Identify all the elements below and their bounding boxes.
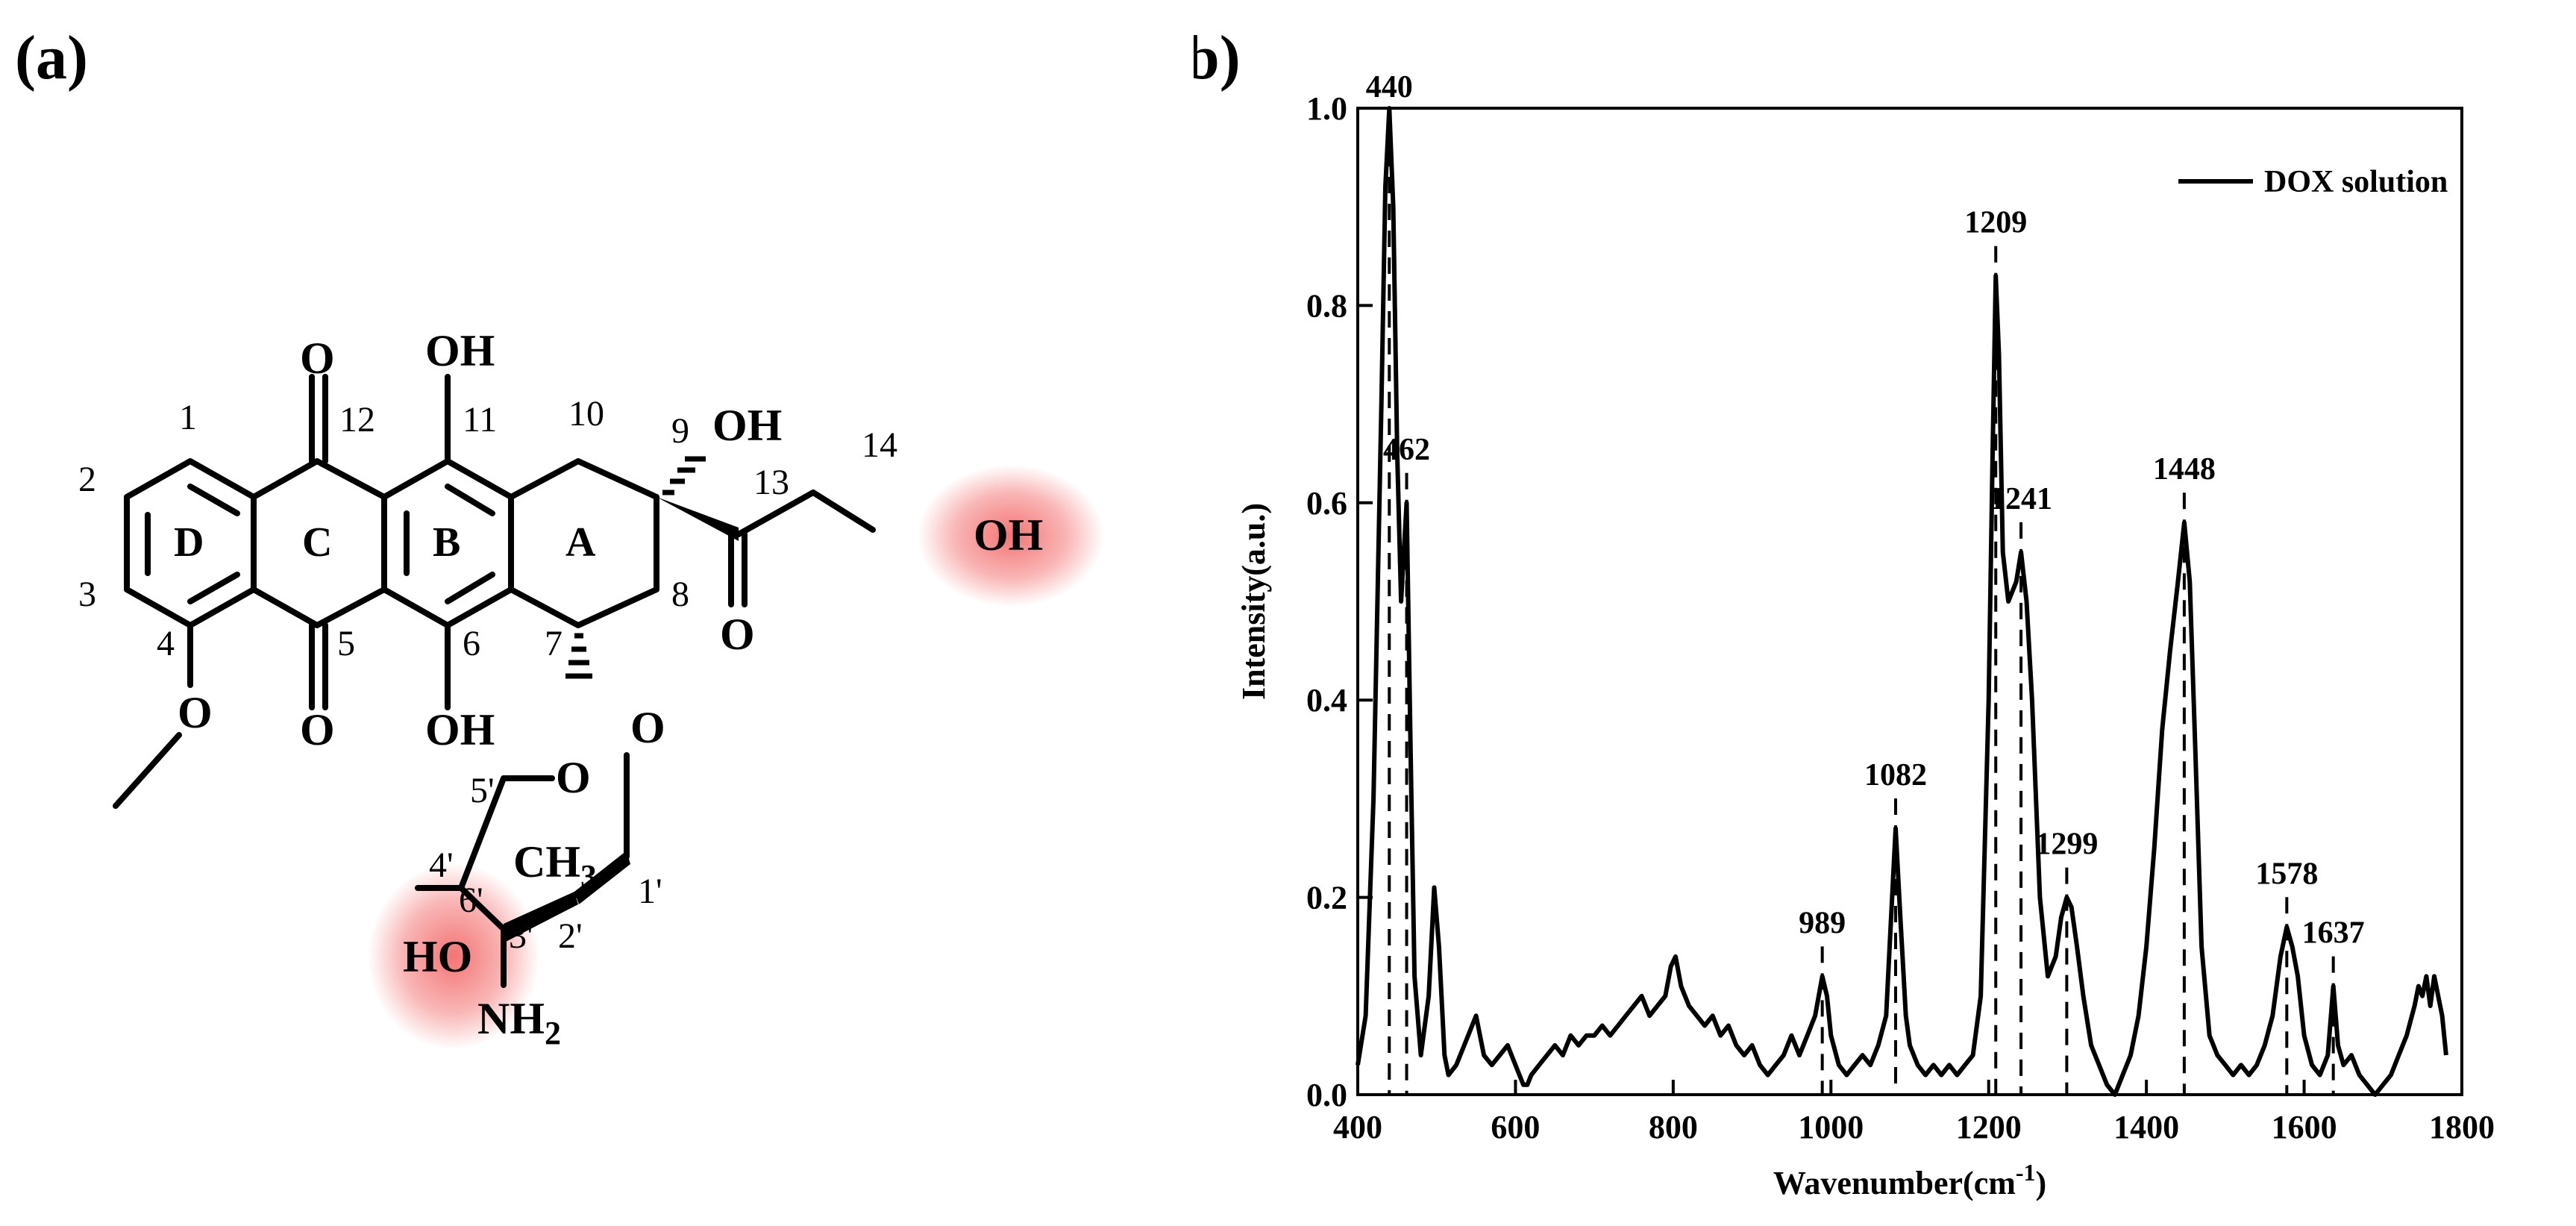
atom-ch3: CH3 <box>513 837 597 895</box>
atom-ho-c4p: HO <box>403 932 472 981</box>
y-tick-label-0.4: 0.4 <box>1306 682 1347 719</box>
num-11: 11 <box>463 400 497 440</box>
num-4: 4 <box>157 624 175 663</box>
y-tick-label-0.2: 0.2 <box>1306 880 1347 916</box>
raman-spectrum-chart: (b) 440 462 989 1082 1209 1241 1299 1448 1578 163… <box>1164 23 2495 1201</box>
x-tick-label-800: 800 <box>1649 1109 1698 1145</box>
peak-label-1637: 1637 <box>2302 916 2365 951</box>
num-3-prime: 3' <box>509 916 533 956</box>
panel-a-label: (a) <box>15 23 88 93</box>
x-axis-ticks: 400 600 800 1000 1200 1400 1600 1800 <box>1333 1080 2495 1145</box>
x-tick-label-1000: 1000 <box>1798 1109 1864 1145</box>
num-5-prime: 5' <box>470 771 495 810</box>
structure-panel: (a) <box>0 0 1223 1222</box>
peak-label-1209: 1209 <box>1964 206 2027 240</box>
x-tick-label-1600: 1600 <box>2272 1109 2337 1145</box>
legend: DOX solution <box>2178 165 2448 199</box>
doxorubicin-structure: (a) <box>15 23 1104 1051</box>
atom-o-methoxy: O <box>178 688 213 737</box>
atom-oh-c9: OH <box>712 401 782 450</box>
x-tick-label-1800: 1800 <box>2429 1109 2495 1145</box>
atom-o-c13: O <box>720 610 755 659</box>
num-5: 5 <box>337 624 355 663</box>
wedge-c3p-c2p <box>504 892 578 942</box>
atom-o-c5: O <box>300 705 335 754</box>
peak-label-1241: 1241 <box>1990 482 2052 516</box>
peak-label-1448: 1448 <box>2153 452 2216 487</box>
num-14: 14 <box>862 425 897 465</box>
ring-label-c: C <box>302 519 332 566</box>
y-tick-label-0.6: 0.6 <box>1306 485 1347 522</box>
y-tick-label-0.8: 0.8 <box>1306 287 1347 324</box>
num-9: 9 <box>671 411 689 451</box>
y-tick-label-1.0: 1.0 <box>1306 90 1347 127</box>
num-4-prime: 4' <box>429 845 454 885</box>
peak-label-1578: 1578 <box>2255 857 2318 891</box>
num-3: 3 <box>78 575 96 614</box>
num-1-prime: 1' <box>638 872 662 911</box>
panel-b-label: (b) <box>1194 23 1241 93</box>
num-1: 1 <box>179 398 197 437</box>
num-10: 10 <box>568 394 604 434</box>
num-7: 7 <box>545 624 562 663</box>
wedge-c2p-c1p <box>574 851 630 904</box>
y-axis-ticks: 0.0 0.2 0.4 0.6 0.8 1.0 <box>1306 90 1373 1113</box>
y-axis-title: Intensity(a.u.) <box>1235 503 1272 700</box>
atom-oh-c11: OH <box>425 326 495 375</box>
num-12: 12 <box>339 400 375 440</box>
peak-markers: 440 462 989 1082 1209 1241 1299 1448 1578 1637 <box>1366 70 2365 1095</box>
num-6-prime: 6' <box>459 881 483 920</box>
x-tick-label-400: 400 <box>1333 1109 1382 1145</box>
series-line-dox-solution <box>1356 106 2448 1097</box>
atom-o-c12: O <box>300 334 335 383</box>
hash-bonds <box>565 456 706 679</box>
x-tick-label-600: 600 <box>1491 1109 1540 1145</box>
ring-label-b: B <box>433 519 460 566</box>
x-tick-label-1400: 1400 <box>2113 1109 2179 1145</box>
ring-label-d: D <box>174 519 204 566</box>
atom-nh2: NH2 <box>477 994 561 1051</box>
num-6: 6 <box>463 624 480 663</box>
spectrum-panel: (b) 440 462 989 1082 1209 1241 1299 1448 1578 163… <box>1164 0 2576 1222</box>
atom-oh-c6: OH <box>425 705 495 754</box>
atom-oh-c14: OH <box>974 510 1043 560</box>
highlight-oh-c14 <box>918 465 1104 607</box>
atom-o-sugar-ring: O <box>556 753 591 802</box>
num-8: 8 <box>671 575 689 614</box>
peak-label-440: 440 <box>1366 70 1413 104</box>
wedge-c9-c13 <box>656 497 739 541</box>
peak-label-1299: 1299 <box>2035 828 2098 862</box>
plot-frame <box>1356 107 2463 1096</box>
peak-label-462: 462 <box>1383 433 1430 467</box>
num-13: 13 <box>753 463 789 502</box>
atom-o-glycosidic: O <box>630 703 665 752</box>
x-axis-title: Wavenumber(cm-1) <box>1773 1159 2046 1201</box>
peak-label-1082: 1082 <box>1864 758 1927 792</box>
legend-label: DOX solution <box>2264 165 2448 199</box>
x-tick-label-1200: 1200 <box>1956 1109 2022 1145</box>
highlight-ho-c4p <box>368 863 539 1050</box>
peak-label-989: 989 <box>1799 906 1846 940</box>
ring-label-a: A <box>565 519 596 566</box>
num-2-prime: 2' <box>558 916 583 956</box>
num-2: 2 <box>78 460 96 499</box>
y-tick-label-0.0: 0.0 <box>1306 1077 1347 1113</box>
